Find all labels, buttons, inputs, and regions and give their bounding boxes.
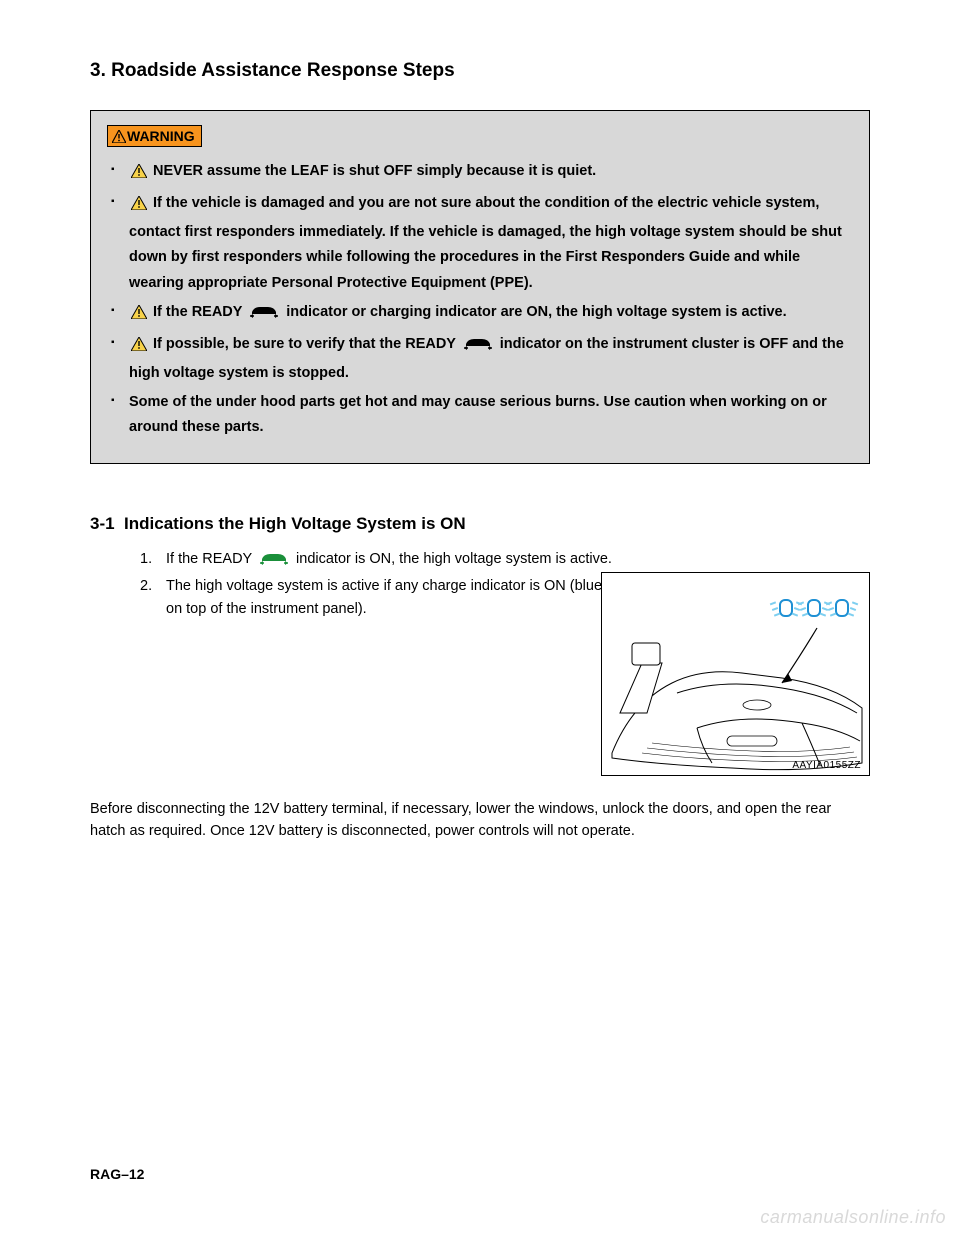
section-number: 3. — [90, 60, 106, 81]
led-icon — [807, 599, 821, 617]
warning-item-text: If possible, be sure to verify that the … — [153, 336, 456, 352]
dashboard-figure: AAYIA0155ZZ — [601, 572, 870, 776]
list-item-text: indicator is ON, the high voltage system… — [296, 551, 612, 567]
warning-item: If the vehicle is damaged and you are no… — [111, 191, 853, 296]
warning-item-text: If the READY — [153, 304, 242, 320]
warning-item: If possible, be sure to verify that the … — [111, 332, 853, 386]
subsection-title-text: Indications the High Voltage System is O… — [124, 514, 466, 533]
led-icon — [835, 599, 849, 617]
warning-label-text: WARNING — [127, 128, 195, 144]
car-ready-icon — [248, 303, 280, 328]
car-ready-icon — [258, 550, 290, 573]
warning-item-text: Some of the under hood parts get hot and… — [129, 394, 827, 435]
hazard-triangle-icon — [131, 194, 147, 219]
warning-box: WARNING NEVER assume the LEAF is shut OF… — [90, 110, 870, 464]
warning-item: NEVER assume the LEAF is shut OFF simply… — [111, 159, 853, 187]
page-footer: RAG–12 — [90, 1166, 144, 1182]
warning-item: If the READY indicator or charging indic… — [111, 300, 853, 328]
body-paragraph: Before disconnecting the 12V battery ter… — [90, 798, 870, 843]
hazard-triangle-icon — [131, 162, 147, 187]
list-number: 2. — [140, 575, 152, 597]
section-title: 3. Roadside Assistance Response Steps — [90, 60, 870, 82]
warning-item-text: NEVER assume the LEAF is shut OFF simply… — [153, 163, 596, 179]
warning-item: Some of the under hood parts get hot and… — [111, 390, 853, 441]
list-number: 1. — [140, 548, 152, 570]
watermark: carmanualsonline.info — [760, 1207, 946, 1228]
warning-list: NEVER assume the LEAF is shut OFF simply… — [107, 159, 853, 441]
list-item-text: If the READY — [166, 551, 252, 567]
led-icon — [779, 599, 793, 617]
content-row: 1. If the READY indicator is ON, the hig… — [90, 548, 870, 758]
subsection-number: 3-1 — [90, 514, 115, 533]
list-item: 1. If the READY indicator is ON, the hig… — [140, 548, 870, 573]
warning-triangle-icon — [112, 130, 126, 143]
figure-code: AAYIA0155ZZ — [792, 760, 861, 771]
warning-item-text: If the vehicle is damaged and you are no… — [129, 195, 842, 290]
list-item-text: The high voltage system is active if any… — [166, 575, 656, 620]
hazard-triangle-icon — [131, 335, 147, 360]
hazard-triangle-icon — [131, 303, 147, 328]
section-title-text: Roadside Assistance Response Steps — [111, 60, 455, 81]
car-ready-icon — [462, 335, 494, 360]
warning-item-text: indicator or charging indicator are ON, … — [286, 304, 786, 320]
warning-label: WARNING — [107, 125, 202, 147]
led-indicators — [779, 599, 849, 617]
subsection-title: 3-1 Indications the High Voltage System … — [90, 514, 870, 534]
